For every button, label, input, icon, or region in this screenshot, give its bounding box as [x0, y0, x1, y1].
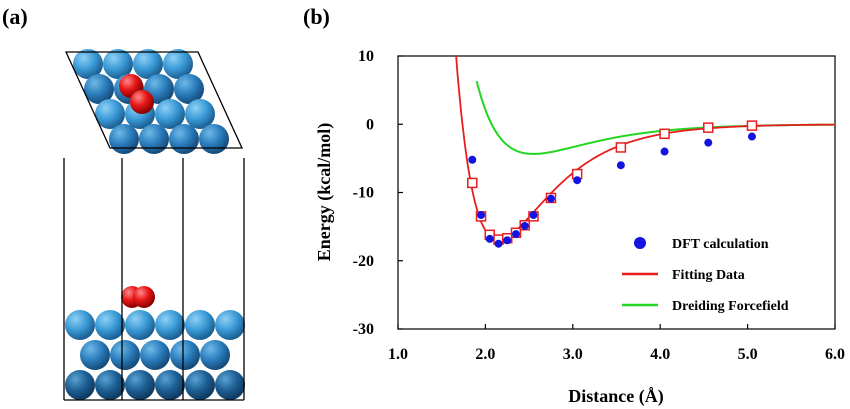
metal-atom	[95, 99, 125, 129]
y-tick-label: 0	[366, 116, 374, 133]
dft-calculation-point	[485, 234, 494, 243]
dft-calculation-point	[573, 176, 582, 185]
metal-atom	[139, 124, 169, 154]
metal-atom	[73, 49, 103, 79]
metal-atom	[65, 310, 95, 340]
metal-atom	[80, 340, 110, 370]
dft-calculation-point	[503, 236, 512, 245]
legend-marker-dft	[634, 237, 646, 249]
oxygen-atom	[133, 286, 155, 308]
legend-label-dft: DFT calculation	[672, 237, 769, 252]
metal-atom	[125, 370, 155, 400]
metal-atom	[169, 124, 199, 154]
dft-calculation-point	[520, 221, 529, 230]
x-tick-labels: 1.0 2.0 3.0 4.0 5.0 6.0	[388, 346, 845, 363]
top-view-surface	[73, 49, 229, 154]
fitting-data-line	[455, 56, 835, 241]
metal-atom	[155, 310, 185, 340]
fitting-data-marker	[703, 122, 714, 133]
fitting-data-marker	[615, 142, 627, 153]
dft-calculation-point	[468, 155, 477, 164]
metal-atom	[84, 74, 114, 104]
dft-calculation-point	[494, 239, 503, 248]
dft-calculation-point	[704, 138, 713, 147]
dft-calculation-point	[529, 211, 538, 220]
metal-atom	[95, 370, 125, 400]
metal-atom	[199, 124, 229, 154]
y-axis-title: Energy (kcal/mol)	[314, 123, 335, 261]
metal-atom	[110, 340, 140, 370]
y-tick-labels: 10 0 -10 -20 -30	[353, 48, 374, 338]
x-tick-label: 2.0	[475, 346, 495, 363]
x-tick-label: 4.0	[650, 346, 670, 363]
x-axis-title: Distance (Å)	[568, 386, 663, 407]
legend-label-dreiding: Dreiding Forcefield	[672, 299, 789, 314]
y-tick-label: 10	[358, 48, 374, 65]
metal-atom	[155, 99, 185, 129]
plot-frame	[397, 55, 836, 330]
metal-atom	[95, 310, 125, 340]
metal-atom	[215, 370, 245, 400]
legend-label-fitting: Fitting Data	[672, 268, 745, 283]
energy-chart: 1.0 2.0 3.0 4.0 5.0 6.0 10 0 -10 -20 -30 Distance…	[314, 48, 845, 407]
metal-atom	[215, 310, 245, 340]
metal-atom	[185, 310, 215, 340]
metal-atom	[65, 370, 95, 400]
side-view-slab	[65, 286, 245, 400]
dft-calculation-point	[616, 161, 625, 170]
fitting-data-marker	[746, 120, 758, 131]
side-view-cell-outline	[63, 158, 245, 401]
x-tick-label: 3.0	[563, 346, 583, 363]
axis-ticks	[397, 55, 836, 330]
legend: DFT calculation Fitting Data Dreiding Fo…	[622, 237, 789, 314]
metal-atom	[163, 49, 193, 79]
fitting-data-marker	[467, 177, 478, 189]
metal-atom	[103, 49, 133, 79]
metal-atom	[185, 99, 215, 129]
x-tick-label: 5.0	[738, 346, 758, 363]
metal-atom	[155, 370, 185, 400]
metal-atom	[200, 340, 230, 370]
panel-label-a: (a)	[2, 4, 28, 29]
panel-a-structure	[63, 49, 245, 401]
metal-atom	[174, 74, 204, 104]
dft-calculation-point	[546, 194, 555, 203]
metal-atom	[185, 370, 215, 400]
panel-label-b: (b)	[303, 4, 330, 29]
dft-calculation-point	[511, 230, 520, 239]
metal-atom	[170, 340, 200, 370]
dft-calculation-points	[468, 132, 756, 248]
fitting-data-marker	[659, 128, 670, 140]
dft-calculation-point	[747, 132, 756, 141]
metal-atom	[140, 340, 170, 370]
y-tick-label: -30	[353, 321, 374, 338]
dft-calculation-point	[477, 211, 486, 220]
dreiding-forcefield-line	[475, 80, 835, 155]
x-tick-label: 1.0	[388, 346, 408, 363]
y-tick-label: -10	[353, 185, 374, 202]
metal-atom	[109, 124, 139, 154]
oxygen-atom	[130, 90, 154, 114]
metal-atom	[133, 49, 163, 79]
dft-calculation-point	[660, 147, 669, 156]
fitting-data-markers	[467, 120, 758, 245]
metal-atom	[125, 310, 155, 340]
x-tick-label: 6.0	[825, 346, 845, 363]
y-tick-label: -20	[353, 253, 374, 270]
top-view-cell-outline	[64, 51, 244, 149]
